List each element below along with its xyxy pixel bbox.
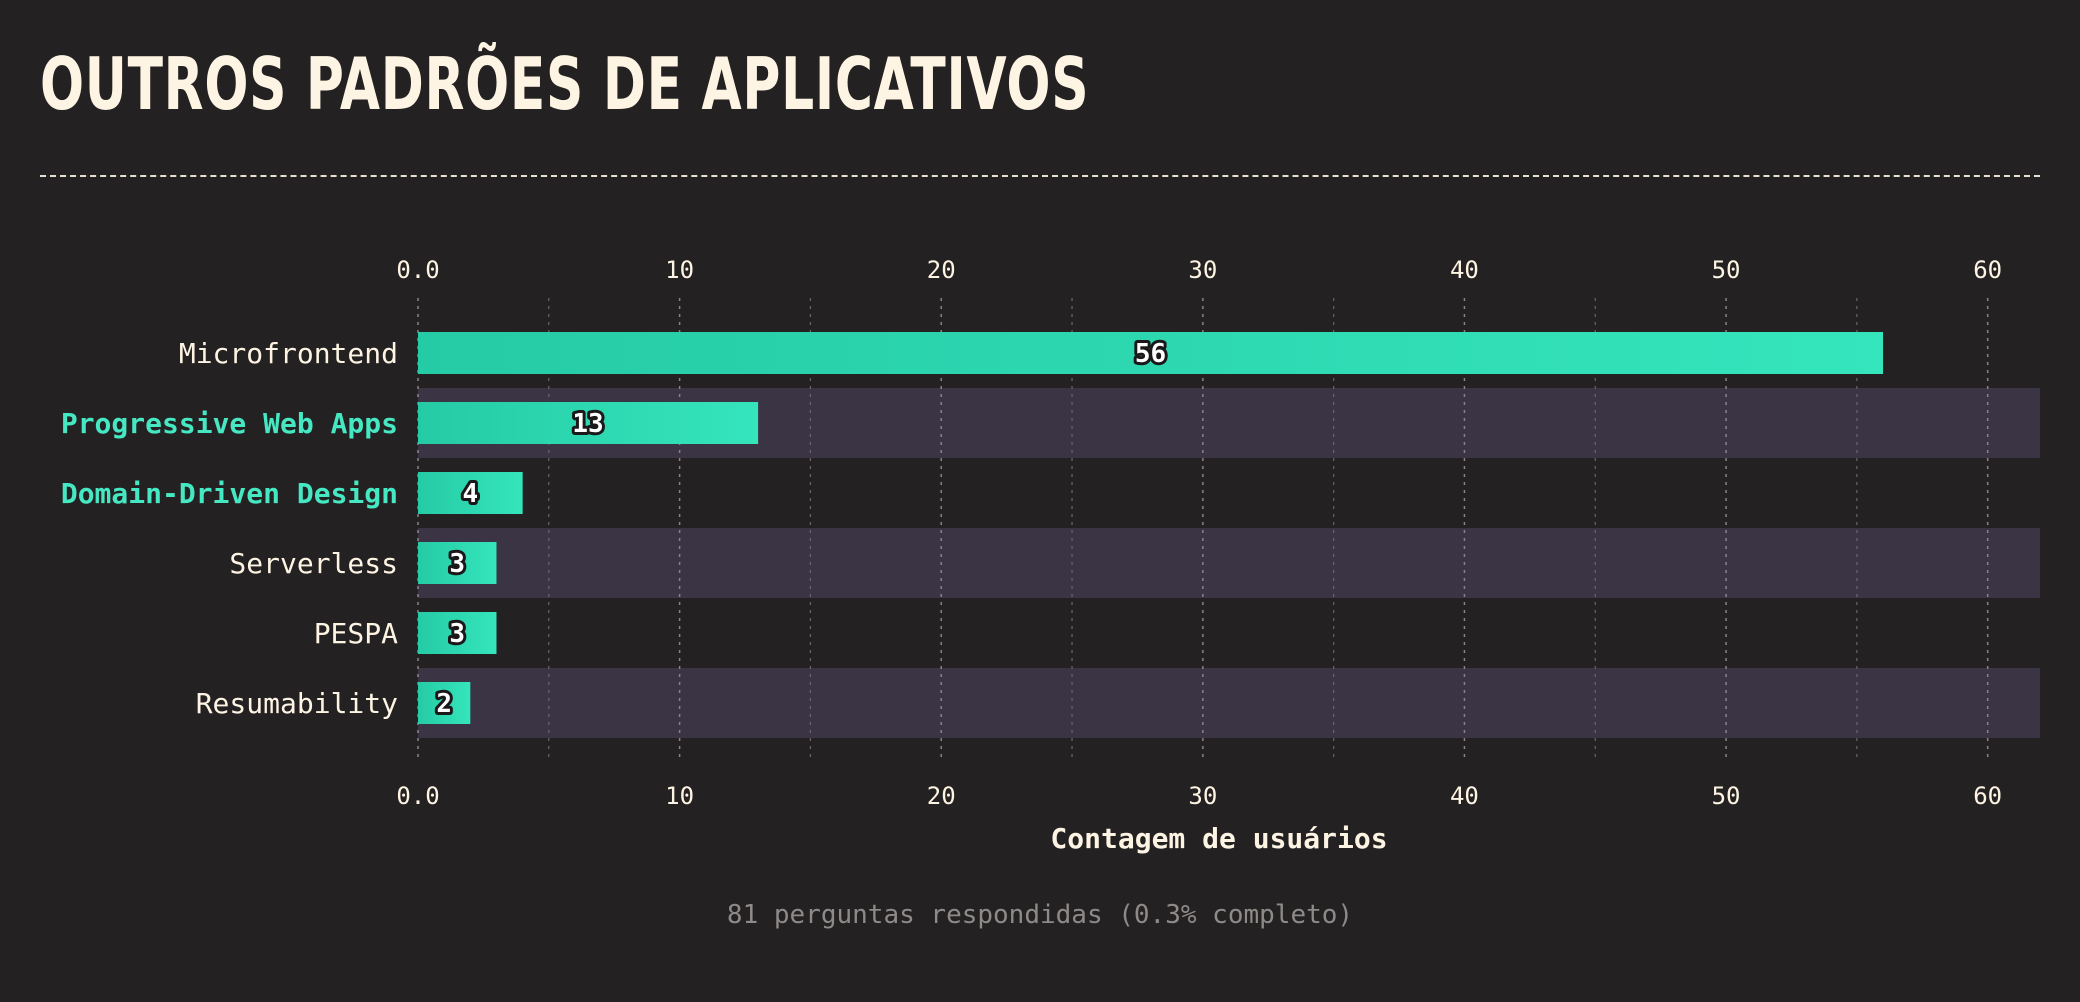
x-tick-label-top: 10 [665, 256, 694, 284]
category-label: Progressive Web Apps [61, 407, 398, 440]
x-tick-label-bottom: 30 [1188, 782, 1217, 810]
category-label: Microfrontend [179, 337, 398, 370]
row-band [418, 668, 2040, 738]
x-tick-label-top: 40 [1450, 256, 1479, 284]
x-tick-label-bottom: 50 [1712, 782, 1741, 810]
x-tick-label-bottom: 60 [1973, 782, 2002, 810]
page-title: OUTROS PADRÕES DE APLICATIVOS [40, 42, 1090, 126]
bars: 56 13 4 3 3 2 [418, 332, 1884, 724]
bar-value-label: 3 [449, 619, 465, 649]
x-tick-label-top: 50 [1712, 256, 1741, 284]
bar [418, 542, 497, 584]
bar [418, 402, 759, 444]
bar [418, 332, 1884, 374]
bar-value-label: 2 [436, 689, 452, 719]
tick-labels: 0.0 0.0 10 10 20 20 30 30 40 40 50 50 60 60 [396, 256, 2002, 810]
row-band [418, 528, 2040, 598]
bar-value-label: 13 [572, 409, 603, 439]
x-tick-label-bottom: 20 [927, 782, 956, 810]
x-axis-label: Contagem de usuários [1050, 822, 1387, 855]
bar-value-label: 3 [449, 549, 465, 579]
x-tick-label-top: 60 [1973, 256, 2002, 284]
category-label: PESPA [314, 617, 398, 650]
category-label: Serverless [229, 547, 398, 580]
row-bands [418, 388, 2040, 738]
x-tick-label-bottom: 10 [665, 782, 694, 810]
x-tick-label-top: 30 [1188, 256, 1217, 284]
title-divider [40, 175, 2040, 177]
bar-value-label: 56 [1135, 339, 1166, 369]
category-labels: Microfrontend Progressive Web Apps Domain-… [61, 337, 398, 720]
x-tick-label-top: 0.0 [396, 256, 439, 284]
bar-value-label: 4 [462, 479, 478, 509]
x-tick-label-bottom: 0.0 [396, 782, 439, 810]
category-label: Resumability [196, 687, 398, 720]
category-label: Domain-Driven Design [61, 477, 398, 510]
bar [418, 682, 471, 724]
x-tick-label-bottom: 40 [1450, 782, 1479, 810]
bar [418, 472, 523, 514]
x-tick-label-top: 20 [927, 256, 956, 284]
footer-note: 81 perguntas respondidas (0.3% completo) [726, 900, 1354, 930]
bar [418, 612, 497, 654]
